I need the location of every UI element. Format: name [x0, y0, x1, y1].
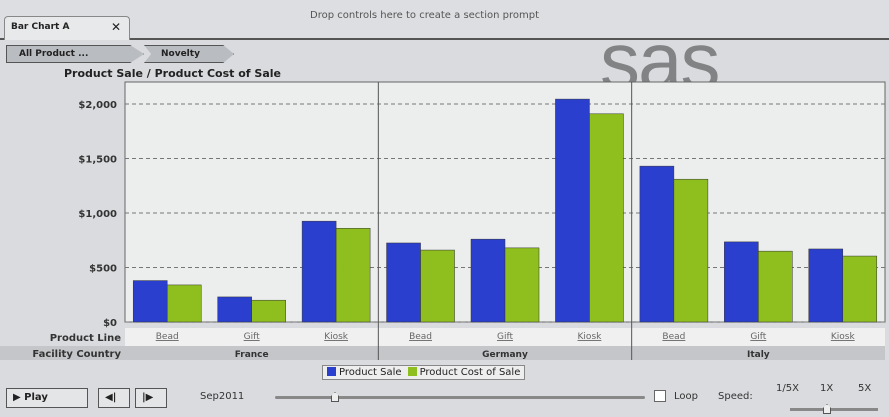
- y-tick-label: $1,000: [78, 209, 117, 220]
- drop-hint: Drop controls here to create a section p…: [310, 10, 540, 21]
- product-line-label[interactable]: Bead: [662, 332, 685, 342]
- row-label: Product Line: [50, 333, 122, 344]
- speed-option[interactable]: 1X: [820, 383, 834, 394]
- bar-sale[interactable]: [301, 220, 337, 323]
- bar-cost[interactable]: [251, 299, 286, 323]
- time-slider[interactable]: [275, 392, 645, 402]
- product-line-label[interactable]: Gift: [750, 332, 766, 342]
- bar-sale[interactable]: [132, 280, 168, 323]
- bar-cost[interactable]: [335, 228, 371, 323]
- legend-swatch: [327, 367, 336, 376]
- loop-checkbox[interactable]: [654, 390, 666, 402]
- breadcrumb: All Product ... Novelty: [6, 45, 234, 63]
- step-forward-button[interactable]: |▶: [135, 388, 167, 408]
- legend-item-sale[interactable]: Product Sale: [327, 367, 402, 378]
- chart-title: Product Sale / Product Cost of Sale: [64, 67, 281, 80]
- speed-label: Speed:: [718, 391, 753, 402]
- play-button[interactable]: ▶ Play: [6, 388, 88, 408]
- bar-sale[interactable]: [555, 98, 590, 323]
- product-line-label[interactable]: Kiosk: [578, 332, 603, 342]
- legend: Product Sale Product Cost of Sale: [322, 365, 526, 380]
- speed-option[interactable]: 1/5X: [776, 383, 799, 394]
- current-date: Sep2011: [200, 391, 245, 402]
- breadcrumb-all-product[interactable]: All Product ...: [6, 45, 144, 63]
- tab-bar: Bar Chart A ✕ Drop controls here to creat…: [0, 0, 889, 40]
- legend-label: Product Sale: [339, 367, 402, 378]
- product-line-label[interactable]: Gift: [244, 332, 260, 342]
- product-line-label[interactable]: Gift: [497, 332, 513, 342]
- legend-label: Product Cost of Sale: [419, 367, 521, 378]
- tab-bar-chart-a[interactable]: Bar Chart A ✕: [4, 16, 130, 40]
- y-tick-label: $1,500: [78, 155, 117, 166]
- legend-item-cost[interactable]: Product Cost of Sale: [407, 367, 521, 378]
- bar-sale[interactable]: [639, 165, 675, 323]
- bar-cost[interactable]: [758, 250, 793, 323]
- y-tick-label: $2,000: [78, 100, 117, 111]
- row-label: Facility Country: [32, 349, 121, 360]
- speed-option[interactable]: 5X: [858, 383, 872, 394]
- breadcrumb-novelty[interactable]: Novelty: [144, 45, 234, 63]
- bar-sale[interactable]: [470, 238, 506, 323]
- speed-slider[interactable]: [790, 404, 878, 414]
- country-row-header: [0, 346, 125, 360]
- step-back-button[interactable]: ◀|: [98, 388, 130, 408]
- time-slider-thumb[interactable]: [331, 392, 339, 402]
- bar-sale[interactable]: [724, 241, 759, 323]
- bar-cost[interactable]: [504, 247, 540, 323]
- bar-cost[interactable]: [420, 249, 455, 323]
- tab-label: Bar Chart A: [11, 22, 70, 32]
- y-tick-label: $0: [103, 318, 117, 329]
- country-label: France: [235, 350, 269, 360]
- bar-cost[interactable]: [589, 113, 624, 323]
- country-label: Italy: [747, 350, 770, 360]
- y-tick-label: $500: [89, 264, 117, 275]
- loop-label: Loop: [674, 391, 698, 402]
- bar-sale[interactable]: [217, 296, 252, 323]
- country-label: Germany: [482, 350, 528, 360]
- product-line-label[interactable]: Kiosk: [831, 332, 856, 342]
- close-icon[interactable]: ✕: [110, 20, 121, 34]
- legend-swatch: [407, 367, 417, 376]
- country-row: [125, 346, 885, 360]
- product-line-label[interactable]: Bead: [409, 332, 432, 342]
- bar-cost[interactable]: [842, 255, 878, 323]
- product-line-label[interactable]: Kiosk: [324, 332, 349, 342]
- bar-chart: $0 $500 $1,000 $1,500 $2,000 Product Line Faci…: [0, 81, 886, 360]
- speed-slider-thumb[interactable]: [823, 404, 831, 414]
- bar-cost[interactable]: [166, 284, 202, 323]
- bar-sale[interactable]: [386, 242, 421, 323]
- bar-cost[interactable]: [673, 178, 709, 323]
- bar-sale[interactable]: [808, 248, 844, 323]
- product-line-row: [125, 328, 885, 346]
- product-line-label[interactable]: Bead: [156, 332, 179, 342]
